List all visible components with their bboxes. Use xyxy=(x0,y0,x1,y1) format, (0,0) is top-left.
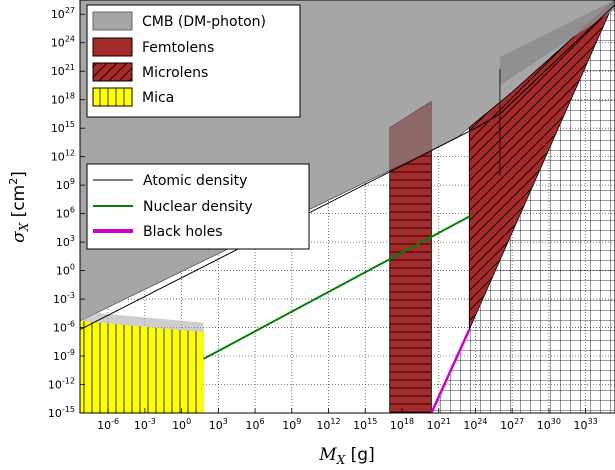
y-tick-label: 100 xyxy=(56,263,75,278)
y-tick-label: 10-12 xyxy=(48,377,75,392)
x-tick-label: 1018 xyxy=(390,417,414,432)
y-tick-label: 1024 xyxy=(51,35,75,50)
legend-label-nuclear: Nuclear density xyxy=(143,199,253,215)
legend-label-atomic: Atomic density xyxy=(143,173,247,189)
plot-frame xyxy=(79,0,615,414)
legend-swatch-mica-hatch xyxy=(93,88,132,106)
y-tick-label: 10-3 xyxy=(53,291,75,306)
legend-label-femtolens: Femtolens xyxy=(142,40,214,56)
region-microlens-overlap xyxy=(499,0,615,86)
x-tick-label: 10-6 xyxy=(97,417,119,432)
legend-swatch-femtolens xyxy=(92,37,133,57)
y-tick-label: 10-15 xyxy=(48,405,75,420)
x-tick-label: 1030 xyxy=(537,417,561,432)
region-grid xyxy=(431,0,615,413)
x-tick-label: 1033 xyxy=(574,417,598,432)
x-tick-label: 100 xyxy=(172,417,191,432)
legend-label-black-holes: Black holes xyxy=(143,224,223,240)
y-tick-label: 109 xyxy=(56,177,75,192)
y-tick-label: 106 xyxy=(56,206,75,221)
y-tick-label: 103 xyxy=(56,234,75,249)
x-tick-label: 1024 xyxy=(463,417,487,432)
y-tick-label: 1012 xyxy=(51,149,75,164)
x-tick-label: 1015 xyxy=(353,417,377,432)
legend-label-mica: Mica xyxy=(142,90,174,106)
x-tick-label: 103 xyxy=(209,417,228,432)
legend-swatch-cmb xyxy=(92,11,133,31)
line-nuclear-density xyxy=(203,215,470,360)
y-tick-label: 1015 xyxy=(51,120,75,135)
region-femtolens-hatch xyxy=(389,150,432,413)
legend-label-cmb: CMB (DM-photon) xyxy=(142,14,266,30)
y-axis-title: σX [cm2] xyxy=(7,171,31,243)
y-tick-label: 1018 xyxy=(51,92,75,107)
x-axis-ticks: 10-6 10-3 100 103 106 109 1012 1015 1018 1021 1024… xyxy=(97,408,598,432)
x-axis-title: MX [g] xyxy=(318,445,374,467)
legend-regions: CMB (DM-photon) Femtolens Microlens Mica xyxy=(86,4,301,118)
x-tick-label: 10-3 xyxy=(134,417,156,432)
region-mica-overlap xyxy=(80,311,204,333)
y-tick-label: 1021 xyxy=(51,63,75,78)
x-tick-label: 1021 xyxy=(427,417,451,432)
x-tick-label: 106 xyxy=(246,417,265,432)
x-tick-label: 1027 xyxy=(500,417,524,432)
y-axis-ticks: 10-15 10-12 10-9 10-6 10-3 100 103 106 109 1012 10… xyxy=(48,6,85,420)
x-tick-label: 1012 xyxy=(316,417,340,432)
y-tick-label: 10-6 xyxy=(53,320,75,335)
region-microlens-hatch xyxy=(469,0,615,330)
legend-label-microlens: Microlens xyxy=(142,65,208,81)
y-tick-label: 10-9 xyxy=(53,348,75,363)
legend-swatch-microlens-hatch xyxy=(93,63,132,81)
line-black-holes xyxy=(430,328,471,413)
region-mica-hatch xyxy=(80,320,204,413)
y-tick-label: 1027 xyxy=(51,6,75,21)
x-tick-label: 109 xyxy=(282,417,301,432)
legend-lines: Atomic density Nuclear density Black hol… xyxy=(86,163,310,250)
